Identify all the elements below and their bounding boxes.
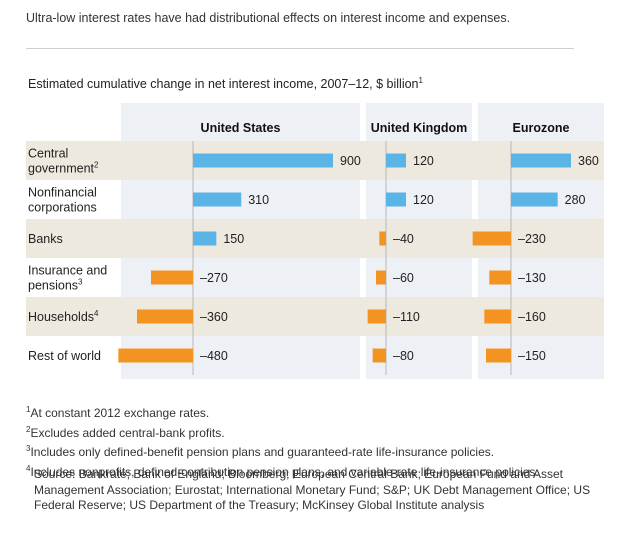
subtitle-note: 1 (418, 76, 423, 85)
bar (151, 270, 193, 285)
column-header: United States (201, 121, 281, 135)
footnote-mark: 2 (26, 424, 31, 434)
value-label: –40 (393, 232, 414, 246)
category-label-text: Insurance and (28, 264, 107, 278)
footnote-text: Excludes added central-bank profits. (30, 425, 225, 440)
value-label: 150 (223, 232, 244, 246)
value-label: –150 (518, 349, 546, 363)
value-label: –130 (518, 271, 546, 285)
value-label: –270 (200, 271, 228, 285)
bar (484, 309, 511, 324)
bar (193, 231, 217, 246)
bar (489, 270, 511, 285)
bar (372, 348, 386, 363)
footnote-text: Includes only defined-benefit pension pl… (30, 445, 495, 459)
bar (511, 192, 558, 207)
footnote-text: Includes nonprofits, defined-contributio… (30, 464, 539, 479)
bar (137, 309, 193, 324)
bar (486, 348, 511, 363)
footnote-1: 1At constant 2012 exchange rates. (26, 402, 539, 422)
value-label: –480 (200, 349, 228, 363)
value-label: 280 (565, 193, 586, 207)
category-label: Banks (28, 232, 63, 246)
category-label: Rest of world (28, 349, 101, 363)
bar (376, 270, 386, 285)
footnotes: 1At constant 2012 exchange rates. 2Exclud… (26, 402, 539, 480)
category-label: corporations (28, 201, 97, 215)
value-label: –60 (393, 271, 414, 285)
footnote-text: At constant 2012 exchange rates. (30, 406, 210, 420)
category-label-text: corporations (28, 201, 97, 215)
category-label-text: Nonfinancial (28, 186, 97, 200)
category-label-text: pensions (28, 279, 78, 293)
category-label: Households4 (28, 309, 99, 324)
bar (386, 192, 406, 207)
value-label: 310 (248, 193, 269, 207)
value-label: 360 (578, 154, 599, 168)
footnote-mark: 1 (26, 405, 31, 414)
category-label: government2 (28, 161, 99, 176)
value-label: –110 (393, 310, 420, 324)
bar (193, 153, 333, 168)
bar (367, 309, 386, 324)
bar (118, 348, 193, 363)
category-label-text: Banks (28, 232, 63, 246)
category-label-text: Rest of world (28, 349, 101, 363)
footnote-mark: 3 (26, 444, 31, 453)
bar (193, 192, 242, 207)
value-label: 900 (340, 154, 361, 168)
category-label: Nonfinancial (28, 186, 97, 200)
source-note: Source: Bankrate; Bank of England; Bloom… (34, 467, 591, 512)
category-label-text: Households (28, 310, 94, 324)
category-label: pensions3 (28, 278, 83, 293)
value-label: –160 (518, 310, 546, 324)
value-label: –230 (518, 232, 546, 246)
value-label: 120 (413, 193, 434, 207)
bar (511, 153, 571, 168)
category-label-text: government (28, 162, 95, 176)
category-label-text: Central (28, 147, 68, 161)
footnote-2: 2Excludes added central-bank profits. (26, 422, 539, 442)
column-header: United Kingdom (371, 121, 468, 135)
subtitle-text: Estimated cumulative change in net inter… (28, 77, 419, 92)
footnote-3: 3Includes only defined-benefit pension p… (26, 441, 539, 461)
category-label: Central (28, 147, 68, 161)
category-note: 3 (78, 278, 83, 287)
headline: Ultra-low interest rates have had distri… (26, 11, 511, 25)
footnote-4: 4Includes nonprofits, defined-contributi… (26, 461, 539, 481)
category-note: 4 (94, 309, 99, 318)
net-interest-chart: United States United Kingdom Eurozone Centr… (26, 103, 604, 379)
category-note: 2 (94, 161, 99, 170)
category-label: Insurance and (28, 264, 107, 278)
bar (386, 153, 406, 168)
value-label: –80 (393, 349, 414, 363)
footnote-mark: 4 (26, 463, 31, 473)
column-header: Eurozone (513, 121, 570, 135)
chart-subtitle: Estimated cumulative change in net inter… (28, 76, 423, 91)
value-label: –360 (200, 310, 228, 324)
value-label: 120 (413, 154, 434, 168)
bar (379, 231, 386, 246)
bar (472, 231, 511, 246)
divider (26, 48, 574, 49)
